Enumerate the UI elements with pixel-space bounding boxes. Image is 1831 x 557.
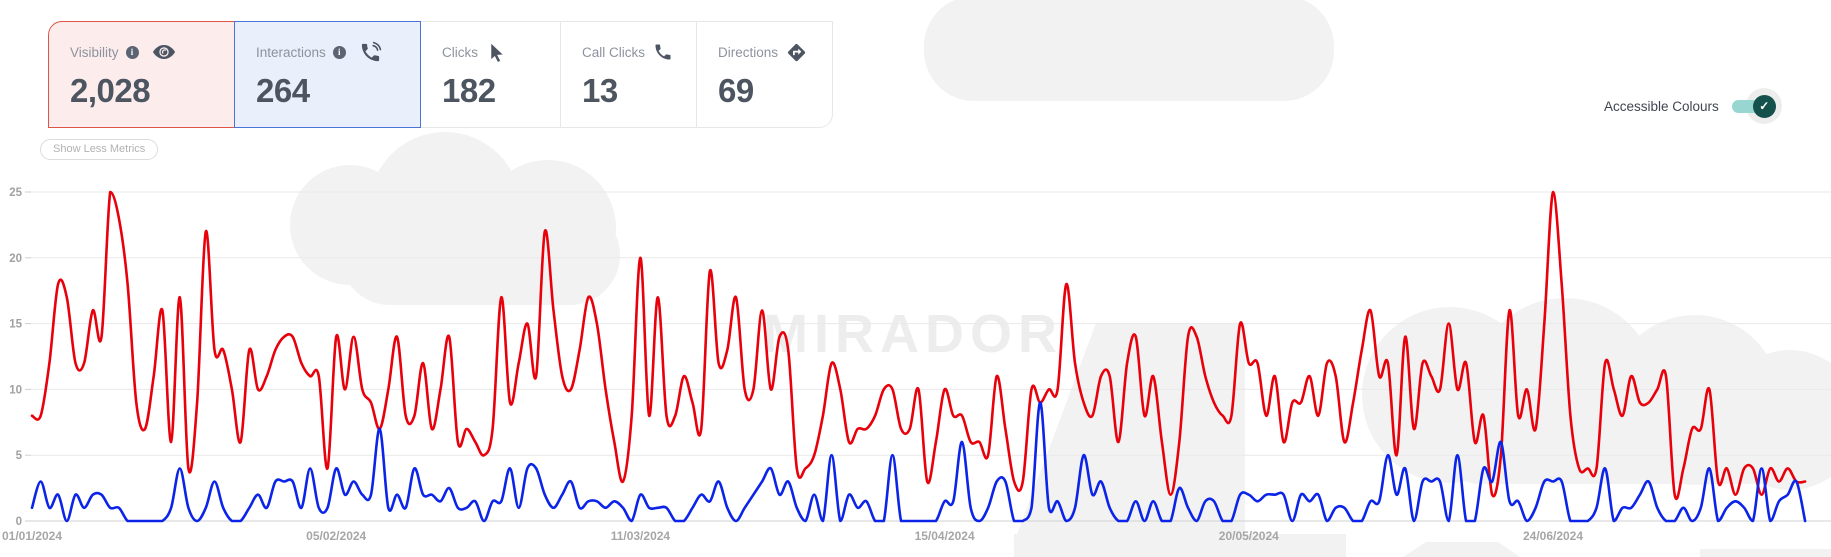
call-clicks-value: 13 xyxy=(582,72,618,109)
svg-text:10: 10 xyxy=(9,384,22,396)
svg-text:11/03/2024: 11/03/2024 xyxy=(611,529,671,543)
interactions-label: Interactions xyxy=(256,44,326,60)
metric-cards-row: Visibility i 2,028 Interactions i xyxy=(48,21,833,128)
metric-card-clicks[interactable]: Clicks 182 xyxy=(420,21,561,128)
phone-icon xyxy=(655,44,671,60)
svg-text:15/04/2024: 15/04/2024 xyxy=(915,529,975,543)
metric-card-directions[interactable]: Directions 69 xyxy=(696,21,833,128)
chart-axis-labels: 0 5 10 15 20 25 01/01/2024 05/02/2024 11/03/2024… xyxy=(2,187,1583,543)
accessible-colours-toggle[interactable]: ✓ xyxy=(1731,88,1782,124)
toggle-knob-check-icon: ✓ xyxy=(1752,95,1776,118)
svg-text:0: 0 xyxy=(16,516,22,528)
interactions-value: 264 xyxy=(256,72,310,109)
eye-icon xyxy=(152,45,175,59)
info-icon[interactable]: i xyxy=(125,45,139,59)
directions-label: Directions xyxy=(718,44,779,60)
svg-text:24/06/2024: 24/06/2024 xyxy=(1523,529,1583,543)
show-less-metrics-button[interactable]: Show Less Metrics xyxy=(40,139,159,160)
svg-text:5: 5 xyxy=(16,450,23,462)
watermark-text: MIRADOR xyxy=(763,304,1063,364)
clicks-label: Clicks xyxy=(442,44,478,60)
background-blobs xyxy=(290,0,1831,557)
clicks-value: 182 xyxy=(442,72,496,109)
accessible-colours-control: Accessible Colours ✓ xyxy=(1604,88,1782,124)
accessible-colours-label: Accessible Colours xyxy=(1604,98,1719,114)
series-line-interactions xyxy=(30,401,1807,523)
call-clicks-label: Call Clicks xyxy=(582,44,646,60)
svg-text:15: 15 xyxy=(9,319,22,331)
svg-text:05/02/2024: 05/02/2024 xyxy=(306,529,366,543)
info-icon[interactable]: i xyxy=(332,45,346,59)
svg-text:01/01/2024: 01/01/2024 xyxy=(2,529,62,543)
cursor-icon xyxy=(491,43,503,62)
directions-icon xyxy=(787,43,806,61)
metric-card-interactions[interactable]: Interactions i 264 xyxy=(234,21,421,128)
directions-value: 69 xyxy=(718,72,754,109)
chart-series xyxy=(30,190,1807,523)
metric-card-visibility[interactable]: Visibility i 2,028 xyxy=(48,21,235,128)
visibility-value: 2,028 xyxy=(70,72,151,109)
metric-card-call-clicks[interactable]: Call Clicks 13 xyxy=(560,21,697,128)
svg-text:25: 25 xyxy=(9,187,22,199)
series-line-visibility xyxy=(30,190,1807,500)
svg-text:20: 20 xyxy=(9,253,22,265)
phone-ring-icon xyxy=(361,41,382,61)
svg-text:20/05/2024: 20/05/2024 xyxy=(1219,529,1279,543)
visibility-label: Visibility xyxy=(70,44,119,60)
